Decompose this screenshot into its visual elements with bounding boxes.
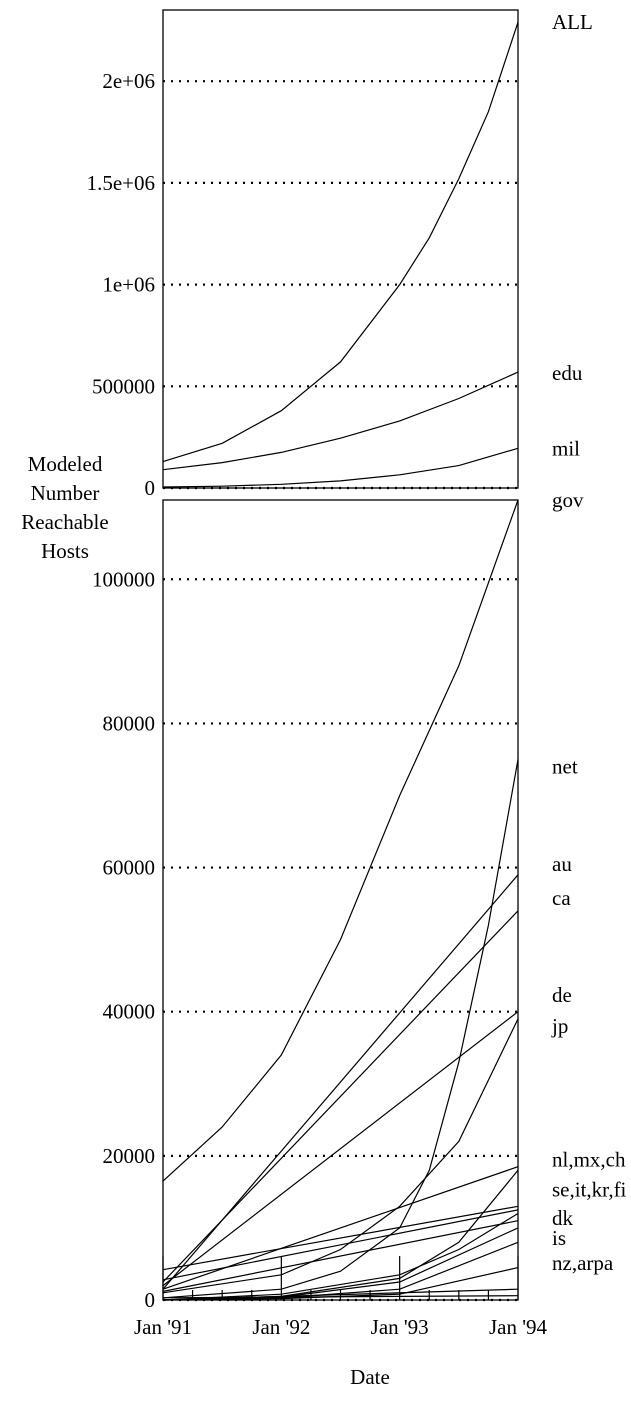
- y-tick-label: 80000: [103, 711, 156, 735]
- series-line-nl: [162, 1166, 519, 1290]
- series-label: ca: [552, 886, 571, 910]
- series-label: de: [552, 983, 572, 1007]
- top-panel: 0 500000 1e+06 1.5e+06 2e+06 ALL edu mil: [87, 9, 593, 500]
- series-line-it: [162, 1220, 519, 1292]
- series-line-gov: [162, 499, 519, 1182]
- series-label: au: [552, 852, 572, 876]
- series-line-edu: [162, 371, 519, 471]
- series-label: edu: [552, 361, 583, 385]
- series-label: net: [552, 755, 578, 779]
- y-tick-label: 1e+06: [102, 273, 155, 297]
- series-line-net: [162, 759, 519, 1299]
- series-label: se,it,kr,fi: [552, 1178, 627, 1202]
- y-axis-label-line: Reachable: [21, 510, 108, 534]
- y-tick-label: 100000: [92, 567, 155, 591]
- series-line-ALL: [162, 22, 519, 463]
- series-line-mil: [162, 447, 519, 488]
- y-tick-label: 40000: [103, 1000, 156, 1024]
- series-label: jp: [551, 1014, 568, 1038]
- series-label: nl,mx,ch: [552, 1147, 626, 1171]
- bottom-panel-frame: [162, 499, 519, 1301]
- series-line-ca: [162, 910, 519, 1283]
- y-tick-label: 1.5e+06: [87, 171, 155, 195]
- series-line-se: [162, 1209, 519, 1281]
- x-axis: Jan '91 Jan '92 Jan '93 Jan '94: [134, 1256, 548, 1339]
- series-label: mil: [552, 436, 580, 460]
- y-tick-label: 60000: [103, 856, 156, 880]
- y-tick-label: 0: [145, 1288, 156, 1312]
- series-line-ch: [162, 1205, 519, 1271]
- x-axis-label: Date: [350, 1365, 390, 1389]
- series-line-jp: [162, 1018, 519, 1294]
- y-axis-label-line: Hosts: [41, 539, 89, 563]
- y-axis-label: Modeled Number Reachable Hosts: [21, 452, 108, 563]
- x-tick-label: Jan '93: [371, 1315, 429, 1339]
- x-tick-label: Jan '92: [252, 1315, 310, 1339]
- series-label: nz,arpa: [552, 1251, 614, 1275]
- series-line-de: [162, 1011, 519, 1287]
- series-label: is: [552, 1226, 566, 1250]
- y-tick-label: 0: [145, 476, 156, 500]
- series-label: gov: [552, 488, 584, 512]
- y-axis-label-line: Modeled: [28, 452, 103, 476]
- y-tick-label: 500000: [92, 374, 155, 398]
- series-label: ALL: [552, 10, 593, 34]
- y-axis-label-line: Number: [31, 481, 100, 505]
- bottom-panel: 0 20000 40000 60000 80000 100000 gov net au ca de j…: [92, 488, 627, 1312]
- y-tick-label: 20000: [103, 1144, 156, 1168]
- x-tick-label: Jan '94: [489, 1315, 548, 1339]
- y-tick-label: 2e+06: [102, 69, 155, 93]
- x-tick-label: Jan '91: [134, 1315, 192, 1339]
- series-label: dk: [552, 1206, 574, 1230]
